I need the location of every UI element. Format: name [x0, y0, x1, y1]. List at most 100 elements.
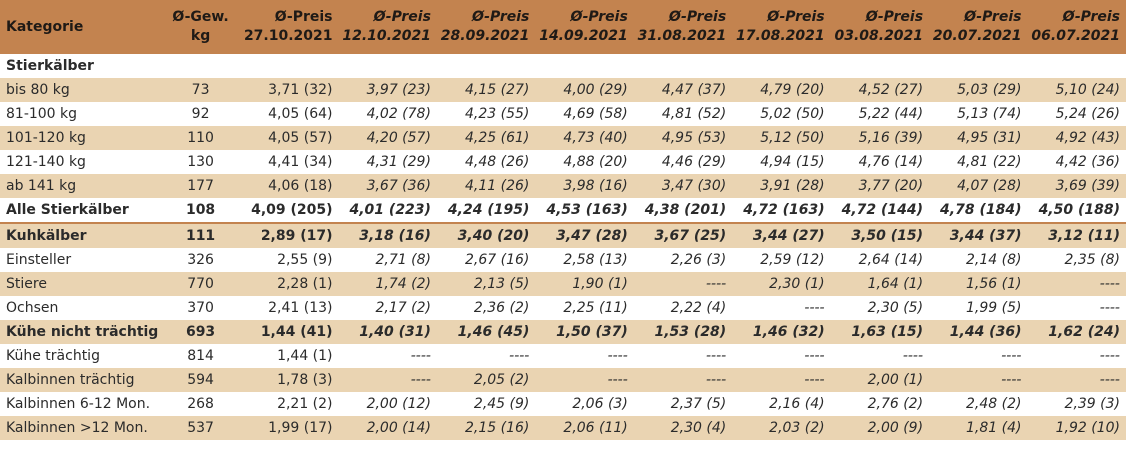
- price-cell: 2,59 (12): [732, 248, 831, 272]
- price-cell: 3,97 (23): [338, 78, 437, 102]
- header-row: Kategorie Ø-Gew. kg Ø-Preis 27.10.2021 Ø-P…: [0, 0, 1126, 54]
- price-cell: 5,13 (74): [929, 102, 1028, 126]
- price-cell: 1,63 (15): [830, 320, 930, 344]
- price-cell: 3,47 (30): [633, 174, 733, 198]
- price-cell: 2,17 (2): [338, 296, 437, 320]
- price-cell: 4,38 (201): [633, 198, 733, 224]
- price-cell: 3,40 (20): [436, 223, 536, 248]
- price-table: Kategorie Ø-Gew. kg Ø-Preis 27.10.2021 Ø-P…: [0, 0, 1126, 440]
- price-cell: 2,30 (1): [732, 272, 831, 296]
- row-category: Alle Stierkälber: [0, 198, 166, 224]
- price-cell: 4,95 (53): [633, 126, 733, 150]
- price-cell: 2,36 (2): [436, 296, 536, 320]
- price-cell: 4,95 (31): [929, 126, 1028, 150]
- price-cell: ----: [929, 368, 1028, 392]
- price-cell: 1,44 (36): [929, 320, 1028, 344]
- table-row: Kühe nicht trächtig 693 1,44 (41) 1,40 (31)…: [0, 320, 1126, 344]
- price-cell: ----: [929, 344, 1028, 368]
- price-cell: 2,48 (2): [929, 392, 1028, 416]
- price-cell: ----: [1027, 368, 1126, 392]
- price-cell: 1,62 (24): [1027, 320, 1126, 344]
- price-cell: 2,67 (16): [436, 248, 536, 272]
- price-cell: 2,06 (3): [535, 392, 634, 416]
- price-cell: ----: [633, 272, 733, 296]
- price-cell: 4,05 (64): [240, 102, 339, 126]
- row-weight: 268: [165, 392, 241, 416]
- price-cell: 2,35 (8): [1027, 248, 1126, 272]
- price-cell: 2,13 (5): [436, 272, 536, 296]
- header-preis-6: Ø-Preis 03.08.2021: [830, 0, 930, 54]
- price-cell: 3,18 (16): [338, 223, 437, 248]
- price-cell: 4,81 (52): [633, 102, 733, 126]
- row-weight: 326: [165, 248, 241, 272]
- header-preis-4: Ø-Preis 31.08.2021: [633, 0, 733, 54]
- price-cell: 4,76 (14): [830, 150, 930, 174]
- price-cell: 4,94 (15): [732, 150, 831, 174]
- table-row: Kalbinnen trächtig 594 1,78 (3) ---- 2,05 (2…: [0, 368, 1126, 392]
- header-gewicht: Ø-Gew. kg: [165, 0, 241, 54]
- price-cell: 5,16 (39): [830, 126, 930, 150]
- price-cell: 3,47 (28): [535, 223, 634, 248]
- row-category: bis 80 kg: [0, 78, 166, 102]
- price-cell: 4,15 (27): [436, 78, 536, 102]
- price-cell: 1,50 (37): [535, 320, 634, 344]
- price-cell: 1,64 (1): [830, 272, 930, 296]
- price-cell: 5,12 (50): [732, 126, 831, 150]
- price-cell: 3,69 (39): [1027, 174, 1126, 198]
- price-cell: ----: [732, 296, 831, 320]
- price-cell: 4,72 (163): [732, 198, 831, 224]
- row-category: 101-120 kg: [0, 126, 166, 150]
- row-weight: 92: [165, 102, 241, 126]
- table-row: bis 80 kg 73 3,71 (32) 3,97 (23) 4,15 (27) 4,…: [0, 78, 1126, 102]
- price-cell: 1,53 (28): [633, 320, 733, 344]
- price-cell: 1,46 (32): [732, 320, 831, 344]
- price-cell: 4,01 (223): [338, 198, 437, 224]
- table-row: Alle Stierkälber 108 4,09 (205) 4,01 (223) 4…: [0, 198, 1126, 224]
- header-preis-0: Ø-Preis 27.10.2021: [240, 0, 339, 54]
- row-weight: 177: [165, 174, 241, 198]
- row-weight: 73: [165, 78, 241, 102]
- price-cell: ----: [732, 368, 831, 392]
- row-category: Kalbinnen >12 Mon.: [0, 416, 166, 440]
- price-cell: 2,26 (3): [633, 248, 733, 272]
- price-cell: ----: [633, 344, 733, 368]
- price-cell: 2,55 (9): [240, 248, 339, 272]
- price-cell: 2,30 (5): [830, 296, 930, 320]
- price-cell: 5,02 (50): [732, 102, 831, 126]
- price-cell: 3,44 (37): [929, 223, 1028, 248]
- price-cell: 2,06 (11): [535, 416, 634, 440]
- price-cell: 2,05 (2): [436, 368, 536, 392]
- row-weight: 814: [165, 344, 241, 368]
- price-cell: 2,28 (1): [240, 272, 339, 296]
- price-cell: 1,44 (1): [240, 344, 339, 368]
- row-category: Einsteller: [0, 248, 166, 272]
- table-row: 121-140 kg 130 4,41 (34) 4,31 (29) 4,48 (26)…: [0, 150, 1126, 174]
- price-cell: 4,24 (195): [436, 198, 536, 224]
- price-cell: 4,25 (61): [436, 126, 536, 150]
- table-row: Ochsen 370 2,41 (13) 2,17 (2) 2,36 (2) 2,25 (…: [0, 296, 1126, 320]
- price-cell: 3,71 (32): [240, 78, 339, 102]
- price-cell: 5,10 (24): [1027, 78, 1126, 102]
- price-cell: 3,44 (27): [732, 223, 831, 248]
- price-cell: 3,50 (15): [830, 223, 930, 248]
- row-category: ab 141 kg: [0, 174, 166, 198]
- row-category: Kalbinnen 6-12 Mon.: [0, 392, 166, 416]
- table-row: Kuhkälber 111 2,89 (17) 3,18 (16) 3,40 (20) 3…: [0, 223, 1126, 248]
- price-cell: 1,78 (3): [240, 368, 339, 392]
- price-cell: 1,56 (1): [929, 272, 1028, 296]
- row-category: Kuhkälber: [0, 223, 166, 248]
- price-cell: 1,92 (10): [1027, 416, 1126, 440]
- price-cell: 2,21 (2): [240, 392, 339, 416]
- price-cell: ----: [830, 344, 930, 368]
- table-row: Kalbinnen >12 Mon. 537 1,99 (17) 2,00 (14) 2…: [0, 416, 1126, 440]
- price-cell: 2,00 (1): [830, 368, 930, 392]
- price-cell: 1,40 (31): [338, 320, 437, 344]
- price-cell: ----: [1027, 296, 1126, 320]
- row-category: 121-140 kg: [0, 150, 166, 174]
- header-preis-7: Ø-Preis 20.07.2021: [929, 0, 1028, 54]
- price-cell: 1,74 (2): [338, 272, 437, 296]
- price-cell: ----: [535, 368, 634, 392]
- price-cell: 3,67 (25): [633, 223, 733, 248]
- price-cell: 5,22 (44): [830, 102, 930, 126]
- price-cell: 1,99 (5): [929, 296, 1028, 320]
